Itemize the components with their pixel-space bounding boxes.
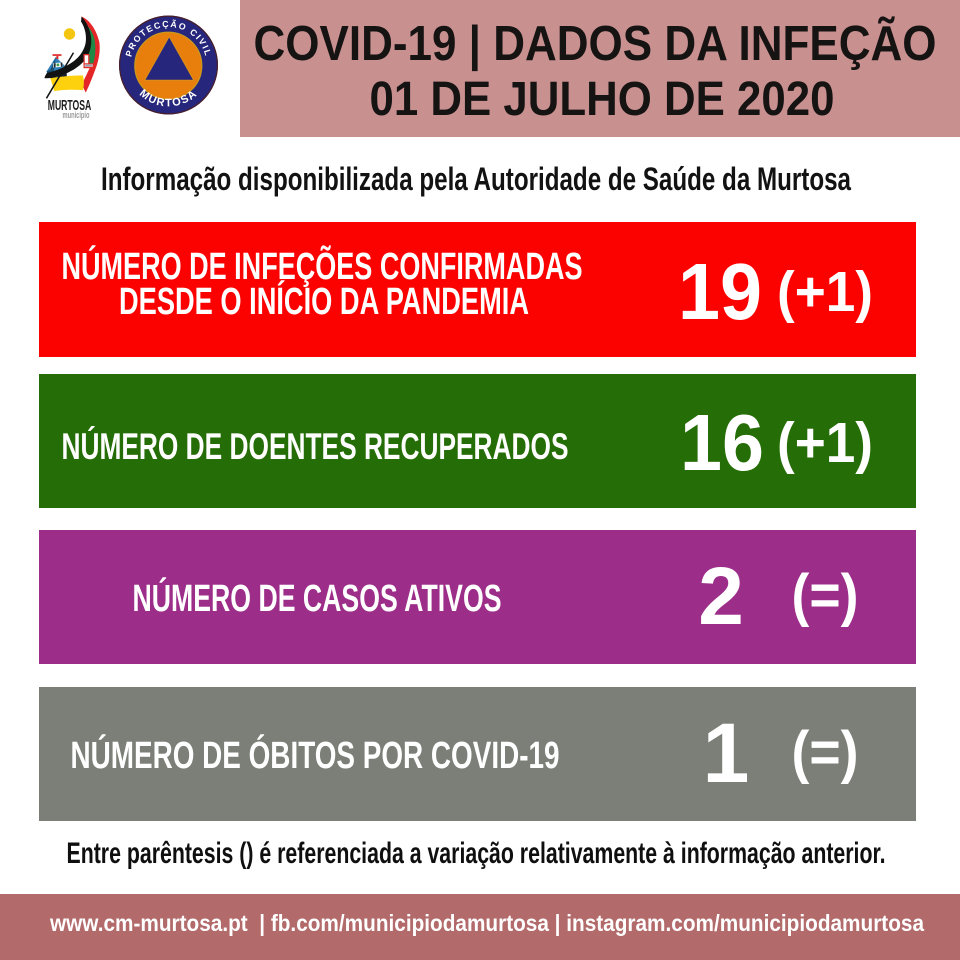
svg-text:01 DE JULHO DE 2020: 01 DE JULHO DE 2020 (370, 73, 835, 126)
svg-text:NÚMERO DE ÓBITOS POR COVID-19: NÚMERO DE ÓBITOS POR COVID-19 (71, 733, 560, 777)
svg-text:Entre parêntesis () é referenc: Entre parêntesis () é referenciada a var… (67, 837, 886, 870)
svg-text:NÚMERO DE DOENTES RECUPERADOS: NÚMERO DE DOENTES RECUPERADOS (62, 425, 569, 467)
svg-text:(=): (=) (792, 563, 859, 628)
svg-text:1: 1 (703, 706, 750, 800)
svg-text:MURTOSA: MURTOSA (48, 97, 92, 114)
svg-text:(=): (=) (792, 720, 859, 785)
svg-text:2: 2 (698, 551, 744, 642)
svg-text:Informação disponibilizada pel: Informação disponibilizada pela Autorida… (101, 161, 851, 197)
svg-text:19: 19 (678, 247, 762, 336)
svg-text:16: 16 (680, 398, 764, 487)
svg-text:www.cm-murtosa.pt | fb.com/mu: www.cm-murtosa.pt | fb.com/municipiodamu… (49, 910, 924, 936)
svg-text:(+1): (+1) (777, 260, 873, 324)
svg-text:NÚMERO DE CASOS ATIVOS: NÚMERO DE CASOS ATIVOS (133, 576, 502, 620)
svg-text:município: município (63, 110, 90, 120)
svg-text:DESDE O INÍCIO DA PANDEMIA: DESDE O INÍCIO DA PANDEMIA (119, 279, 529, 323)
svg-text:NÚMERO DE INFEÇÕES CONFIRMADAS: NÚMERO DE INFEÇÕES CONFIRMADAS (62, 244, 583, 288)
svg-text:COVID-19 | DADOS DA INFEÇÃO: COVID-19 | DADOS DA INFEÇÃO (254, 17, 937, 71)
svg-text:(+1): (+1) (777, 411, 873, 475)
